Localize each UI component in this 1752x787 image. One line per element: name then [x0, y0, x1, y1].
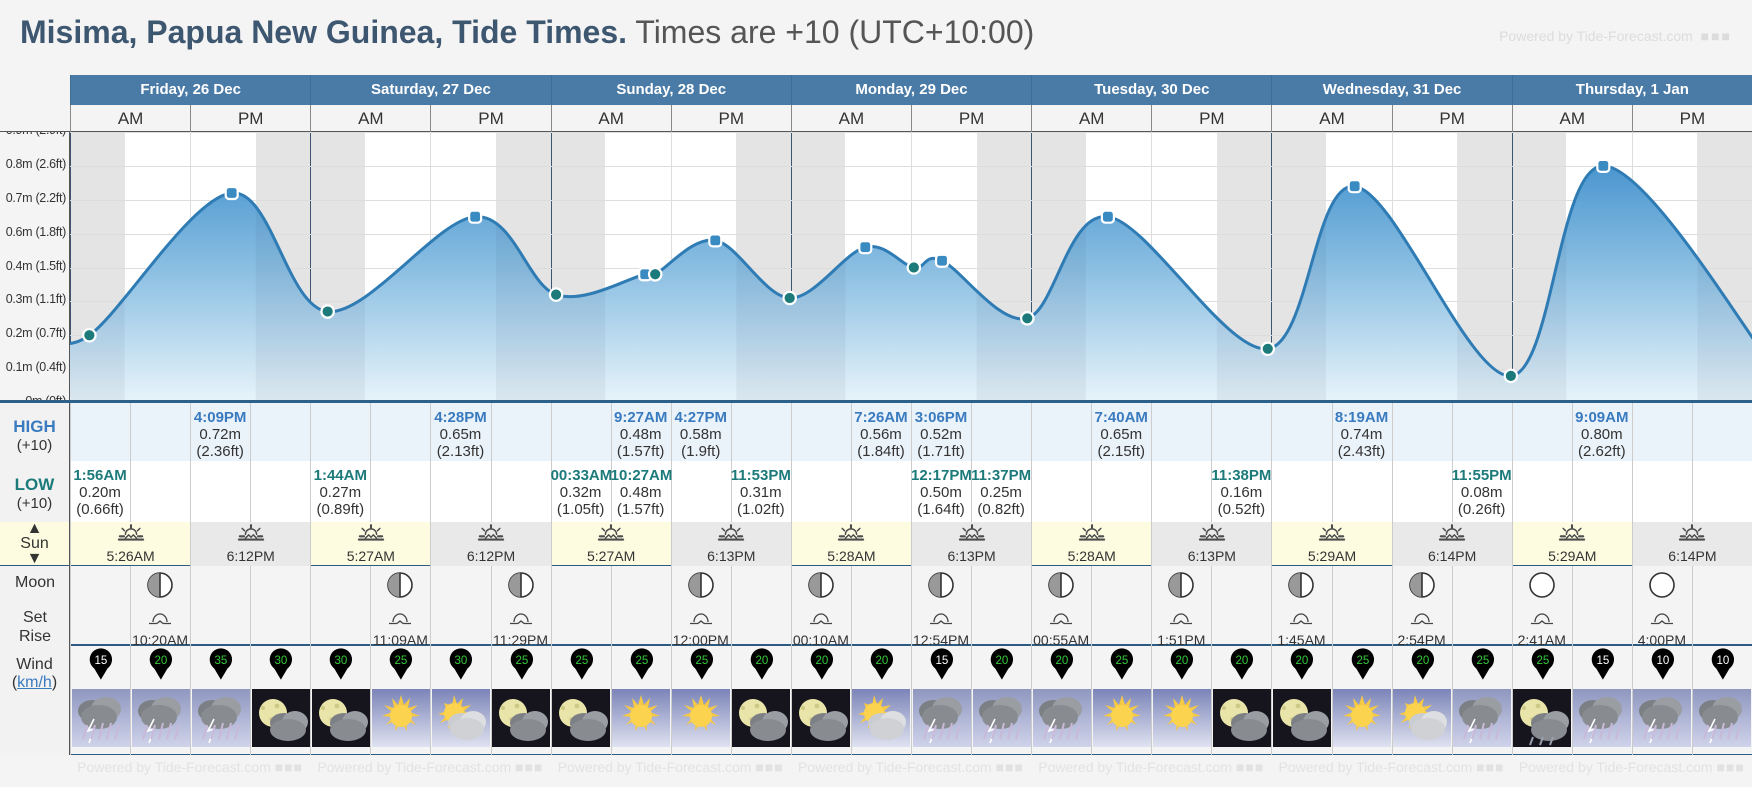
svg-text:15: 15	[94, 655, 107, 667]
svg-text:25: 25	[575, 655, 588, 667]
svg-text:20: 20	[1416, 655, 1429, 667]
svg-text:20: 20	[154, 655, 167, 667]
svg-text:25: 25	[695, 655, 708, 667]
svg-text:25: 25	[515, 655, 528, 667]
svg-text:20: 20	[1055, 655, 1068, 667]
svg-text:20: 20	[1175, 655, 1188, 667]
svg-text:20: 20	[1296, 655, 1309, 667]
svg-text:35: 35	[214, 655, 227, 667]
svg-text:25: 25	[1476, 655, 1489, 667]
svg-text:15: 15	[1596, 655, 1609, 667]
svg-text:25: 25	[394, 655, 407, 667]
svg-text:30: 30	[455, 655, 468, 667]
svg-text:10: 10	[1716, 655, 1729, 667]
svg-text:25: 25	[1115, 655, 1128, 667]
svg-text:20: 20	[875, 655, 888, 667]
svg-text:20: 20	[1235, 655, 1248, 667]
svg-text:20: 20	[815, 655, 828, 667]
svg-text:10: 10	[1656, 655, 1669, 667]
svg-text:20: 20	[755, 655, 768, 667]
svg-text:30: 30	[274, 655, 287, 667]
svg-text:25: 25	[635, 655, 648, 667]
svg-text:25: 25	[1536, 655, 1549, 667]
svg-text:15: 15	[935, 655, 948, 667]
svg-text:25: 25	[1356, 655, 1369, 667]
svg-text:30: 30	[334, 655, 347, 667]
svg-text:20: 20	[995, 655, 1008, 667]
